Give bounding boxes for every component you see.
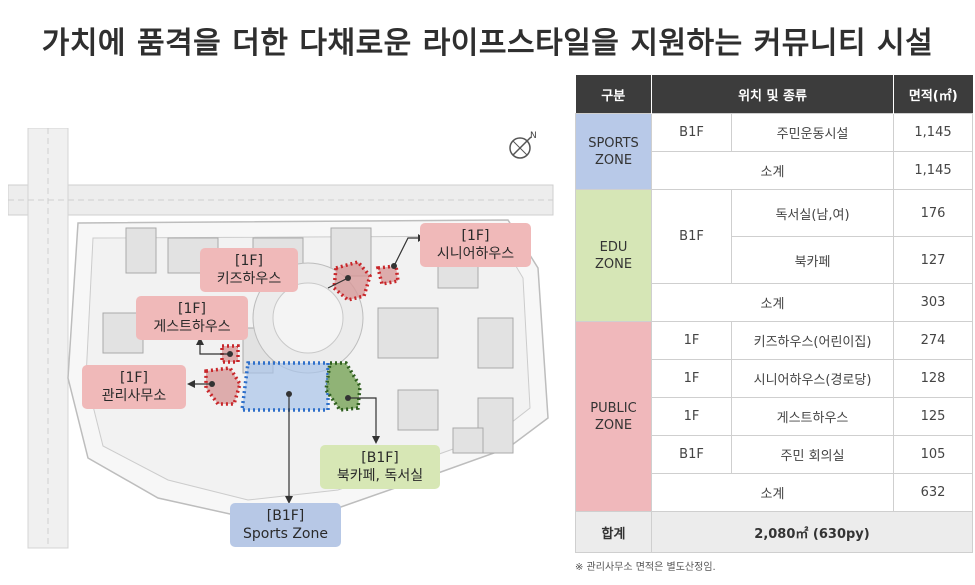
cell-floor: 1F (651, 359, 732, 398)
cell-area: 105 (893, 435, 974, 474)
label-guest-name: 게스트하우스 (153, 319, 231, 335)
cell-area: 128 (893, 359, 974, 398)
cell-total: 2,080㎡ (630py) (650, 511, 974, 553)
cell-facility: 키즈하우스(어린이집) (730, 321, 895, 360)
cell-floor: B1F (651, 435, 732, 474)
cell-facility: 시니어하우스(경로당) (730, 359, 895, 398)
zone-public-line1: PUBLIC (590, 400, 637, 416)
zone-public: PUBLIC ZONE (575, 321, 652, 512)
cell-facility: 북카페 (730, 236, 895, 284)
cell-area: 1,145 (893, 113, 974, 152)
kids-zone-outline (332, 260, 400, 302)
page-title: 가치에 품격을 더한 다채로운 라이프스타일을 지원하는 커뮤니티 시설 (41, 26, 934, 61)
label-senior-floor: [1F] (461, 228, 490, 244)
label-kids-floor: [1F] (235, 253, 263, 269)
table-row: 북카페 127 (576, 236, 974, 284)
label-kids-house: [1F] 키즈하우스 (200, 248, 298, 292)
zone-edu-line1: EDU (599, 239, 628, 255)
footnote: ※ 관리사무소 면적은 별도산정임. (575, 562, 716, 573)
table-total-row: 합계 2,080㎡ (630py) (575, 511, 974, 553)
label-sports-name: Sports Zone (243, 526, 328, 542)
label-guest-house: [1F] 게스트하우스 (136, 296, 248, 340)
cell-area: 176 (893, 189, 974, 237)
zone-edu: EDU ZONE (575, 189, 652, 322)
table-row: PUBLIC ZONE 1F 키즈하우스(어린이집) 274 (575, 321, 974, 512)
table-row: 소계 1,145 (576, 151, 974, 190)
cell-subtotal-label: 소계 (650, 151, 895, 190)
cell-subtotal: 632 (893, 473, 974, 512)
label-bookcafe-name: 북카페, 독서실 (336, 468, 424, 484)
header-category: 구분 (575, 75, 652, 114)
label-bookcafe-reading: [B1F] 북카페, 독서실 (320, 445, 440, 489)
cell-facility: 게스트하우스 (730, 397, 895, 436)
table-row: 소계 632 (576, 473, 974, 512)
table-row: EDU ZONE B1F 독서실(남,여) 176 (575, 189, 974, 322)
svg-text:N: N (530, 131, 537, 141)
cell-area: 127 (893, 236, 974, 284)
site-plan-drawing: N (7, 127, 568, 558)
cell-subtotal-label: 소계 (650, 473, 895, 512)
label-senior-name: 시니어하우스 (436, 246, 515, 262)
header-area: 면적(㎡) (893, 75, 973, 114)
cell-subtotal: 1,145 (893, 151, 974, 190)
sports-zone-outline (240, 361, 330, 412)
cell-subtotal: 303 (893, 283, 974, 322)
site-map: N (7, 127, 568, 558)
table-row: 소계 303 (576, 283, 974, 322)
zone-edu-line2: ZONE (594, 256, 633, 272)
table-header-row: 구분 위치 및 종류 면적(㎡) (575, 75, 973, 114)
zone-sports-line1: SPORTS (588, 135, 639, 151)
label-guest-floor: [1F] (178, 301, 206, 317)
cell-facility: 독서실(남,여) (730, 189, 895, 237)
cell-floor: B1F (651, 113, 732, 152)
facility-table: 구분 위치 및 종류 면적(㎡) SPORTS ZONE B1F 주민운동시설 … (575, 75, 974, 553)
office-zone-outline (204, 366, 242, 406)
label-senior-house: [1F] 시니어하우스 (420, 223, 531, 267)
cell-floor: B1F (651, 189, 732, 284)
cell-subtotal-label: 소계 (650, 283, 895, 322)
table-row: 1F 시니어하우스(경로당) 128 (576, 359, 974, 398)
compass-icon: N (509, 131, 537, 159)
cell-facility: 주민운동시설 (730, 113, 895, 152)
label-sports-zone: [B1F] Sports Zone (230, 503, 341, 547)
header-location-type: 위치 및 종류 (650, 75, 894, 114)
label-sports-floor: [B1F] (266, 508, 305, 524)
label-bookcafe-floor: [B1F] (361, 450, 399, 466)
cell-floor: 1F (651, 397, 732, 436)
label-office-floor: [1F] (120, 370, 148, 386)
label-management-office: [1F] 관리사무소 (82, 365, 186, 409)
label-kids-name: 키즈하우스 (216, 271, 282, 287)
zone-sports: SPORTS ZONE (575, 113, 652, 190)
zone-public-line2: ZONE (594, 417, 633, 433)
cell-total-label: 합계 (575, 511, 652, 553)
table-row: SPORTS ZONE B1F 주민운동시설 1,145 (575, 113, 974, 190)
zone-sports-line2: ZONE (594, 152, 633, 168)
cell-floor: 1F (651, 321, 732, 360)
label-office-name: 관리사무소 (101, 388, 167, 404)
cell-area: 274 (893, 321, 974, 360)
cell-area: 125 (893, 397, 974, 436)
cell-facility: 주민 회의실 (730, 435, 895, 474)
